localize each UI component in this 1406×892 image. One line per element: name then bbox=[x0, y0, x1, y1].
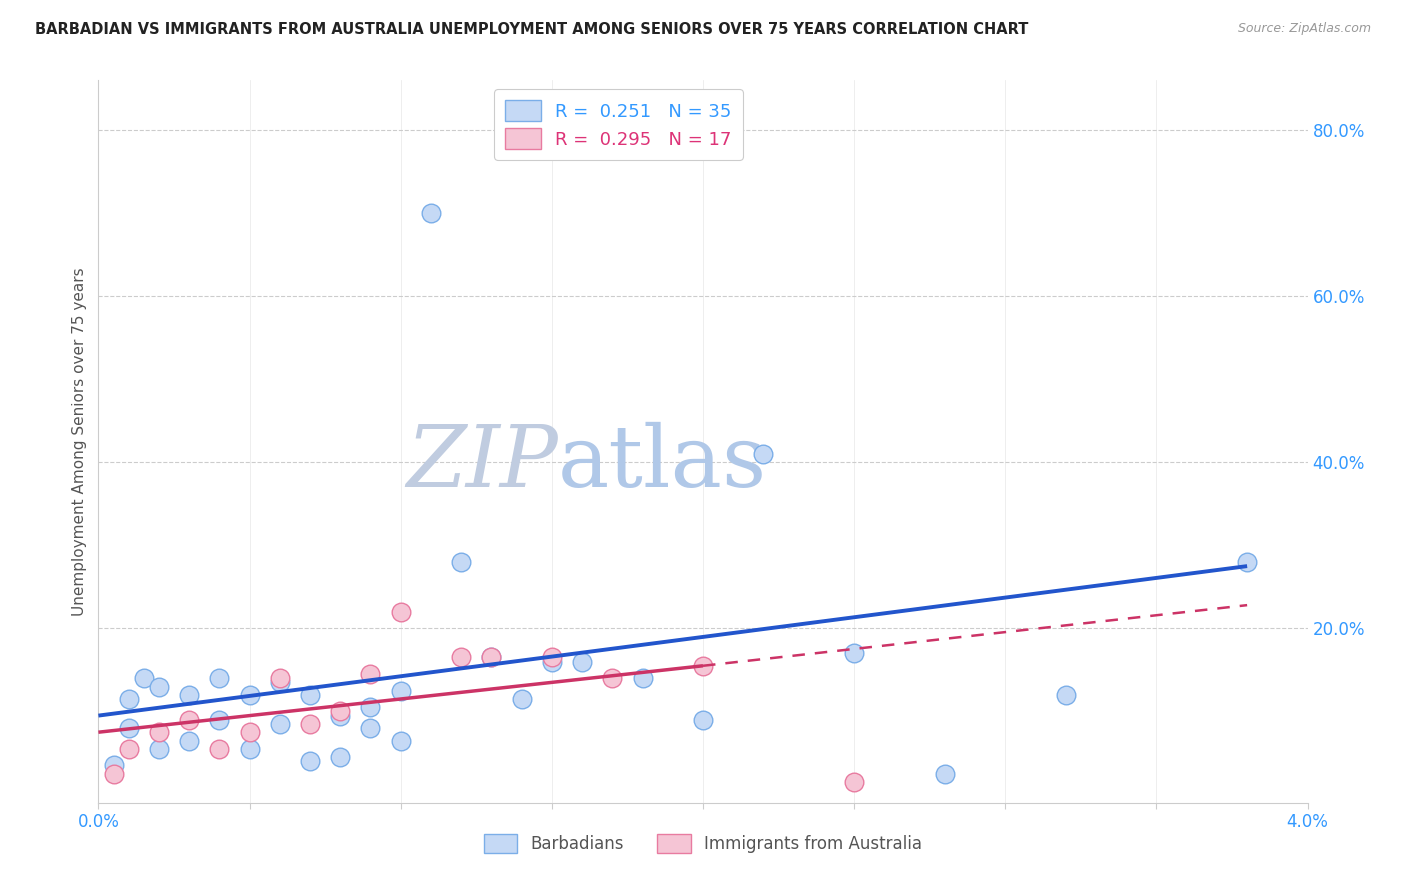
Point bbox=[179, 733, 201, 747]
Point bbox=[269, 717, 291, 731]
Point bbox=[450, 555, 472, 569]
Point bbox=[329, 750, 352, 764]
Point bbox=[481, 650, 503, 665]
Point bbox=[602, 671, 624, 685]
Point bbox=[208, 741, 231, 756]
Point bbox=[118, 741, 141, 756]
Point bbox=[239, 688, 262, 702]
Point bbox=[208, 713, 231, 727]
Point bbox=[118, 721, 141, 735]
Point bbox=[148, 680, 170, 694]
Point bbox=[118, 692, 141, 706]
Point bbox=[329, 705, 352, 719]
Point bbox=[540, 650, 562, 665]
Text: ZIP: ZIP bbox=[406, 422, 558, 505]
Point bbox=[450, 650, 472, 665]
Point bbox=[329, 708, 352, 723]
Point bbox=[179, 688, 201, 702]
Point bbox=[103, 766, 125, 780]
Point bbox=[752, 447, 775, 461]
Point bbox=[239, 725, 262, 739]
Legend: Barbadians, Immigrants from Australia: Barbadians, Immigrants from Australia bbox=[477, 827, 929, 860]
Point bbox=[420, 206, 443, 220]
Point bbox=[360, 667, 382, 681]
Point bbox=[692, 713, 714, 727]
Point bbox=[208, 671, 231, 685]
Point bbox=[389, 683, 412, 698]
Point bbox=[179, 713, 201, 727]
Point bbox=[148, 725, 170, 739]
Text: Source: ZipAtlas.com: Source: ZipAtlas.com bbox=[1237, 22, 1371, 36]
Point bbox=[1054, 688, 1077, 702]
Text: atlas: atlas bbox=[558, 422, 768, 505]
Point bbox=[692, 658, 714, 673]
Point bbox=[844, 646, 866, 660]
Point bbox=[540, 655, 562, 669]
Point bbox=[299, 717, 322, 731]
Point bbox=[103, 758, 125, 772]
Point bbox=[360, 700, 382, 714]
Point bbox=[269, 671, 291, 685]
Point bbox=[571, 655, 593, 669]
Point bbox=[299, 688, 322, 702]
Point bbox=[934, 766, 956, 780]
Point bbox=[1236, 555, 1258, 569]
Point bbox=[269, 675, 291, 690]
Point bbox=[132, 671, 155, 685]
Point bbox=[148, 741, 170, 756]
Point bbox=[844, 775, 866, 789]
Point bbox=[360, 721, 382, 735]
Point bbox=[389, 733, 412, 747]
Point bbox=[631, 671, 654, 685]
Text: BARBADIAN VS IMMIGRANTS FROM AUSTRALIA UNEMPLOYMENT AMONG SENIORS OVER 75 YEARS : BARBADIAN VS IMMIGRANTS FROM AUSTRALIA U… bbox=[35, 22, 1029, 37]
Point bbox=[481, 650, 503, 665]
Point bbox=[239, 741, 262, 756]
Point bbox=[510, 692, 533, 706]
Point bbox=[389, 605, 412, 619]
Y-axis label: Unemployment Among Seniors over 75 years: Unemployment Among Seniors over 75 years bbox=[72, 268, 87, 615]
Point bbox=[299, 754, 322, 768]
